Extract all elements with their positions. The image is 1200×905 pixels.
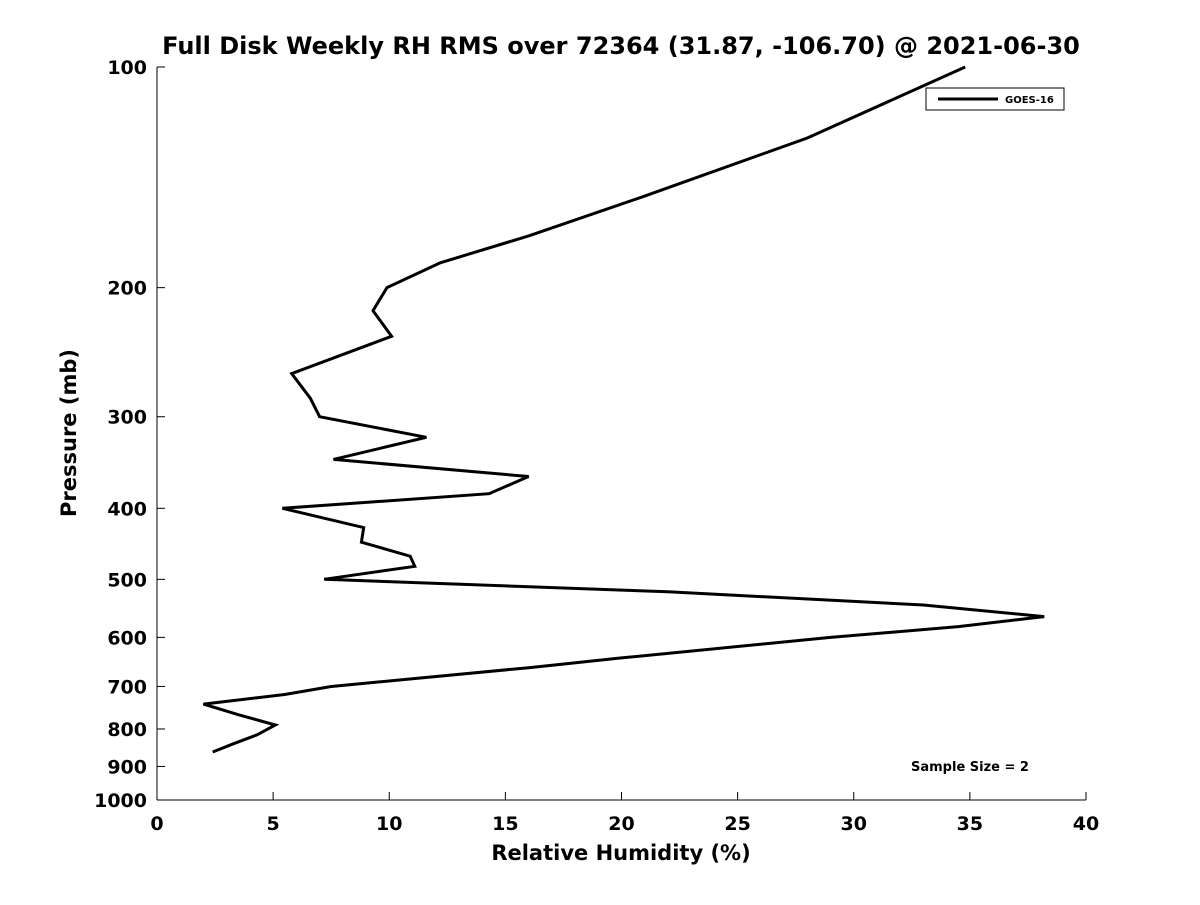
y-tick-label: 900 [107, 756, 147, 778]
plot-layer: 0 5 10 15 20 25 30 35 40 100 200 300 400 500 600 700 800… [94, 57, 1099, 835]
y-tick-label: 200 [107, 278, 147, 300]
y-tick-label: 100 [107, 57, 147, 79]
series-line-goes-16 [202, 65, 1045, 754]
y-tick-label: 600 [107, 627, 147, 649]
x-tick-label: 10 [376, 813, 402, 835]
x-tick-label: 30 [841, 813, 867, 835]
x-tick-label: 25 [724, 813, 750, 835]
x-tick-label: 0 [150, 813, 163, 835]
y-tick-label: 500 [107, 569, 147, 591]
y-tick-label: 1000 [94, 790, 147, 812]
y-axis-label: Pressure (mb) [57, 349, 81, 517]
x-tick-label: 20 [608, 813, 634, 835]
legend-label-goes-16: GOES-16 [1005, 95, 1054, 106]
y-tick-label: 800 [107, 719, 147, 741]
legend: GOES-16 [925, 87, 1065, 111]
y-tick-label: 700 [107, 676, 147, 698]
x-axis-label: Relative Humidity (%) [491, 841, 750, 865]
x-tick-label: 35 [957, 813, 983, 835]
x-tick-label: 5 [267, 813, 280, 835]
x-tick-label: 40 [1073, 813, 1099, 835]
x-tick-label: 15 [492, 813, 518, 835]
y-tick-label: 300 [107, 407, 147, 429]
y-tick-label: 400 [107, 498, 147, 520]
chart-title: Full Disk Weekly RH RMS over 72364 (31.8… [162, 32, 1080, 60]
sample-size-annotation: Sample Size = 2 [911, 760, 1029, 775]
